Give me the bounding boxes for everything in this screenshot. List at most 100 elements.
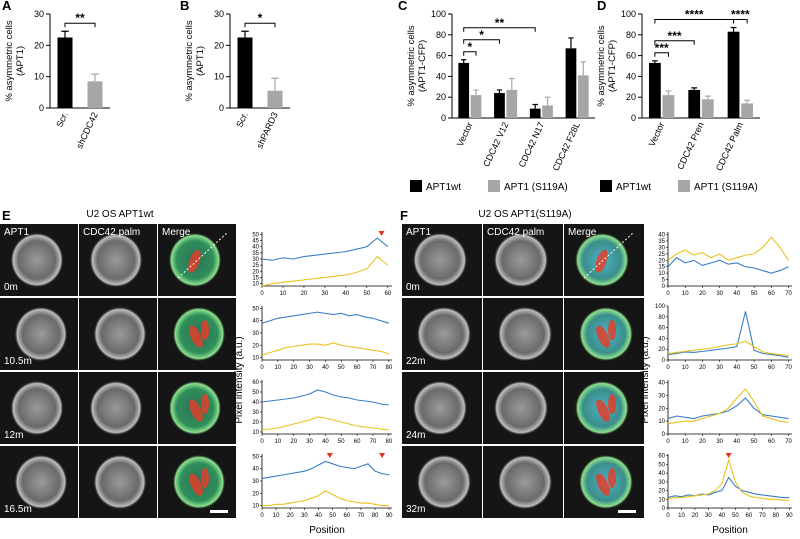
x-tick-label: 60	[354, 365, 361, 371]
y-tick-label: 20	[626, 92, 636, 102]
legend-swatch	[410, 180, 422, 192]
y-tick-label: 40	[252, 400, 259, 406]
x-tick-label: 30	[322, 291, 329, 297]
y-tick-label: 60	[626, 51, 636, 61]
x-tick-label: 60	[354, 439, 361, 445]
profile-line	[667, 476, 790, 499]
panel-letter: A	[2, 0, 12, 13]
y-tick-label: 15	[252, 275, 259, 281]
x-tick-label: 0	[260, 291, 264, 297]
y-tick-label: 80	[626, 30, 636, 40]
cell	[14, 306, 68, 362]
y-tick-label: 0	[662, 284, 666, 290]
x-tick-label: 60	[746, 513, 753, 519]
significance-bracket	[654, 40, 695, 45]
cell	[10, 232, 64, 288]
error-bar	[509, 77, 515, 90]
y-tick-label: 20	[34, 40, 44, 50]
y-tick-label: 40	[436, 71, 446, 81]
error-bar	[580, 61, 586, 76]
error-bar	[91, 73, 99, 82]
micrograph-tile	[483, 224, 563, 296]
error-bar	[532, 103, 538, 109]
y-tick-label: 20	[658, 406, 665, 412]
micrograph-tile	[564, 446, 644, 518]
x-tick-label: 50	[751, 291, 758, 297]
micrograph-tile	[79, 372, 157, 444]
y-axis-label: Pixel intensity (a.u.)	[234, 336, 245, 423]
x-tick-label: 10	[678, 513, 685, 519]
profile-line	[667, 340, 789, 357]
chromosomes	[189, 473, 203, 496]
y-axis-label: % asymmetric cells(APT1)	[4, 20, 26, 102]
error-bar	[691, 87, 698, 90]
y-tick-label: 25	[252, 263, 259, 269]
x-tick-label: 0	[666, 291, 670, 297]
position-marker	[378, 231, 385, 236]
y-tick-label: 40	[252, 245, 259, 251]
x-tick-label: 20	[290, 365, 297, 371]
channel-label: APT1	[406, 227, 431, 238]
x-tick-label: 60	[768, 439, 775, 445]
profile-line	[261, 460, 390, 480]
x-tick-label: 20	[301, 291, 308, 297]
chromosomes	[608, 394, 616, 414]
bar	[529, 108, 541, 118]
significance-label: ***	[668, 29, 682, 43]
bar	[727, 31, 740, 118]
x-tick-label: 50	[338, 365, 345, 371]
significance-label: ****	[685, 8, 704, 22]
x-tick-label: 70	[785, 439, 792, 445]
channel-label: Merge	[162, 227, 191, 238]
x-tick-label: 20	[287, 513, 294, 519]
micrograph-tile	[0, 298, 78, 370]
y-tick-label: 40	[626, 71, 636, 81]
x-tick-label: CDC42 N17	[517, 121, 547, 169]
position-marker	[326, 453, 333, 458]
y-tick-label: 0	[631, 113, 636, 123]
y-tick-label: 0	[39, 103, 44, 113]
y-tick-label: 0	[441, 113, 446, 123]
bar	[662, 95, 675, 118]
channel-label: CDC42 palm	[83, 227, 140, 238]
error-bar	[744, 99, 751, 104]
y-axis-label-line: (APT1)	[195, 46, 206, 76]
profile-line	[667, 458, 790, 501]
micrograph-tile	[483, 446, 563, 518]
y-tick-label: 60	[658, 454, 665, 460]
y-axis-label: Pixel intensity (a.u.)	[640, 336, 651, 423]
profile-line	[667, 311, 789, 358]
y-tick-label: 10	[658, 497, 665, 503]
y-tick-label: 30	[214, 9, 224, 19]
y-tick-label: 45	[252, 239, 259, 245]
y-tick-label: 5	[662, 278, 666, 284]
time-label: 16.5m	[4, 504, 32, 515]
y-tick-label: 10	[658, 419, 665, 425]
y-tick-label: 20	[252, 343, 259, 349]
micrograph-tile	[158, 446, 236, 518]
y-tick-label: 60	[658, 326, 665, 332]
position-marker	[379, 453, 386, 458]
bar	[741, 103, 754, 118]
chromosomes	[201, 320, 209, 340]
x-tick-label: 20	[699, 291, 706, 297]
error-bar	[61, 30, 69, 38]
cell	[93, 306, 147, 362]
significance-label: **	[495, 16, 505, 30]
error-bar	[730, 26, 737, 32]
x-tick-label: 30	[716, 291, 723, 297]
significance-label: *	[258, 11, 263, 25]
chromosomes	[189, 399, 203, 422]
profile-line	[261, 416, 389, 431]
bar	[458, 62, 470, 118]
significance-bracket	[463, 39, 500, 44]
bar	[648, 62, 661, 118]
significance-label: *	[479, 28, 484, 42]
x-tick-label: 30	[306, 365, 313, 371]
significance-bracket	[64, 22, 96, 28]
y-tick-label: 35	[658, 239, 665, 245]
y-tick-label: 30	[252, 410, 259, 416]
chromosomes	[596, 473, 610, 496]
error-bar	[665, 90, 672, 96]
